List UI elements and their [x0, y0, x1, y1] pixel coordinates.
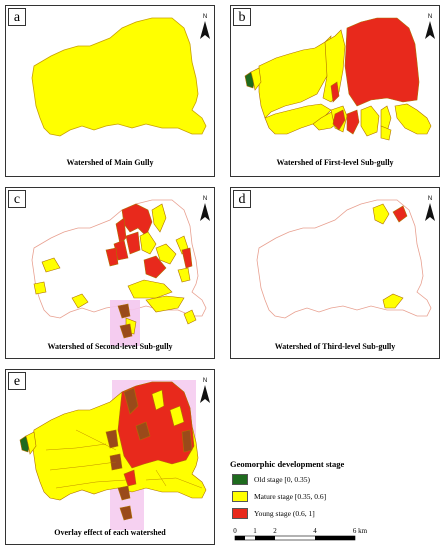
caption-a: Watershed of Main Gully [66, 158, 154, 167]
scale-bar: 0 1 2 4 6 km [232, 525, 432, 547]
north-arrow-icon: N [198, 196, 212, 222]
panel-letter-c: c [8, 190, 26, 208]
scale-tick-1: 1 [253, 527, 257, 535]
caption-b: Watershed of First-level Sub-gully [276, 158, 394, 167]
legend-title: Geomorphic development stage [230, 459, 345, 469]
north-arrow-icon: N [198, 14, 212, 40]
legend-item-mature: Mature stage [0.35, 0.6] [232, 491, 326, 502]
panel-e: e N Overlay effect of each watershed [5, 369, 215, 545]
map-e [19, 380, 207, 530]
north-arrow-icon: N [198, 378, 212, 404]
map-b [244, 17, 432, 141]
legend-swatch-young [232, 508, 248, 519]
legend-swatch-mature [232, 491, 248, 502]
scale-tick-0: 0 [233, 527, 237, 535]
scale-tick-6: 6 km [353, 527, 368, 535]
map-d [256, 199, 432, 319]
legend-item-young: Young stage (0.6, 1] [232, 508, 315, 519]
panel-letter-d: d [233, 190, 251, 208]
scale-tick-4: 4 [313, 527, 317, 535]
young-subgully-large [344, 17, 420, 107]
north-arrow-icon: N [423, 196, 437, 222]
caption-e: Overlay effect of each watershed [54, 528, 166, 537]
north-arrow-icon: N [423, 14, 437, 40]
panel-d: d N Watershed of Third-level Sub-gully [230, 187, 440, 359]
caption-d: Watershed of Third-level Sub-gully [274, 342, 396, 351]
panel-b: b N Watershed of First-level Sub-gully [230, 5, 440, 177]
panel-letter-b: b [233, 8, 251, 26]
legend-item-old: Old stage [0, 0.35) [232, 474, 310, 485]
caption-c: Watershed of Second-level Sub-gully [47, 342, 173, 351]
panel-a: a N Watershed of Main Gully [5, 5, 215, 177]
panel-letter-e: e [8, 372, 26, 390]
panel-letter-a: a [8, 8, 26, 26]
map-a [31, 17, 207, 137]
main-gully-watershed [31, 17, 207, 137]
scale-tick-2: 2 [273, 527, 277, 535]
legend-swatch-old [232, 474, 248, 485]
panel-c: c N Watershed of Second-level Sub-gully [5, 187, 215, 359]
map-c [31, 199, 207, 346]
